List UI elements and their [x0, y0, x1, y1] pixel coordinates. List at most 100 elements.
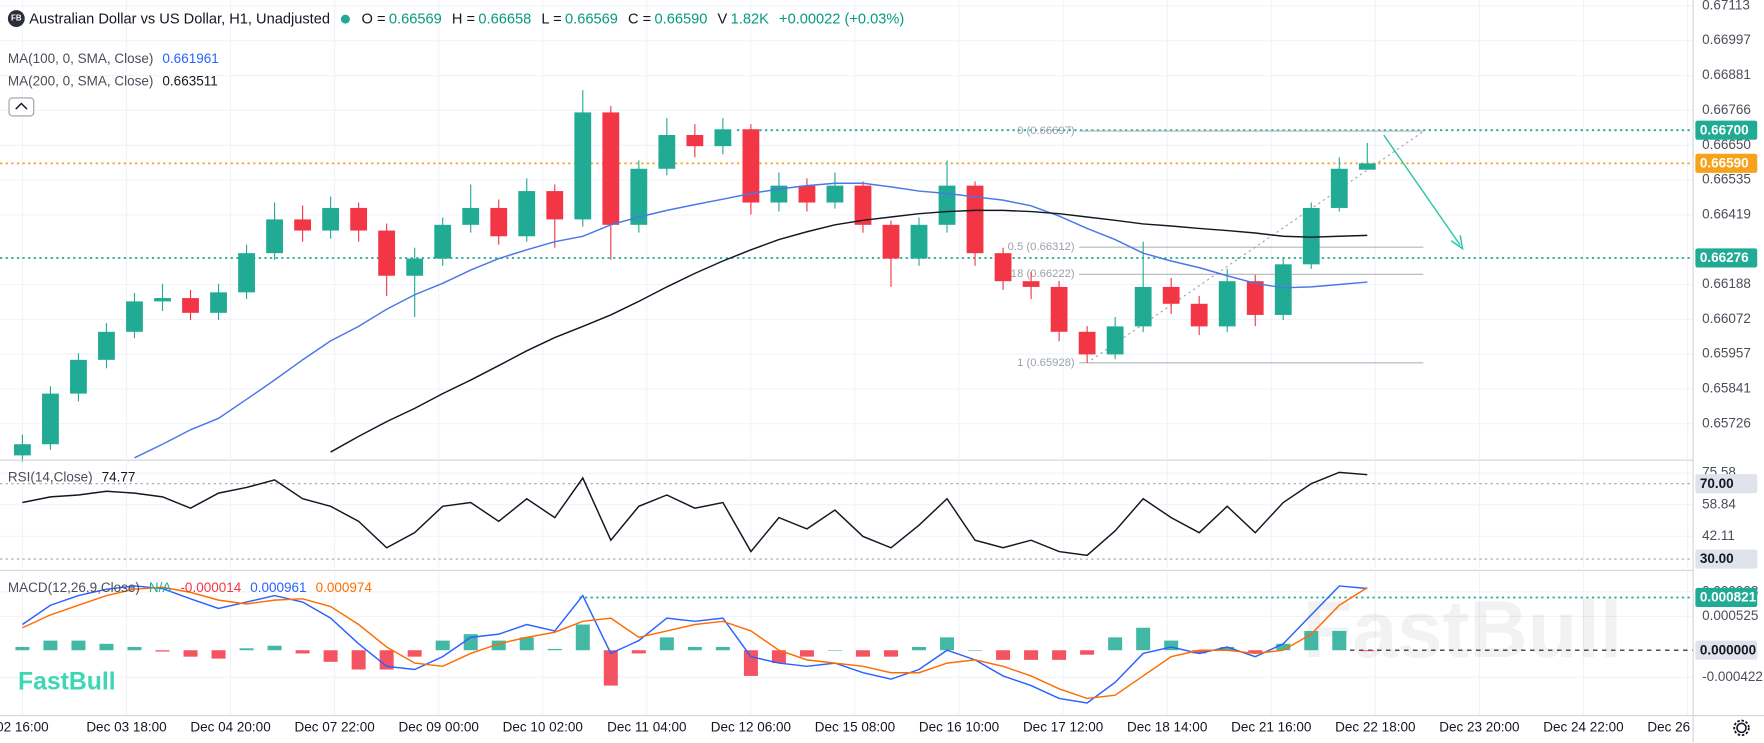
candle-body: [658, 135, 676, 169]
candle-body: [574, 112, 592, 220]
candle-body: [182, 298, 199, 313]
x-tick-label: Dec 10 02:00: [503, 719, 583, 734]
price-badge-label: 0.000000: [1700, 642, 1756, 657]
ohlc-key: V: [717, 10, 728, 27]
histogram-bar: [463, 634, 478, 651]
settings-icon-teeth: [1733, 719, 1750, 737]
legend-value: 0.663511: [162, 73, 218, 89]
candle-body: [602, 112, 620, 225]
y-tick-label: 0.66535: [1702, 171, 1751, 186]
histogram-bar: [407, 650, 422, 657]
ma200-legend: MA(200, 0, SMA, Close) 0.663511: [8, 73, 227, 89]
candle-body: [1218, 281, 1236, 327]
candle-body: [714, 129, 732, 147]
y-tick-label: 0.000525: [1702, 608, 1758, 623]
ohlc-key: C =: [627, 10, 652, 27]
histogram-bar: [631, 650, 646, 654]
legend-name: RSI(14,Close): [7, 469, 93, 485]
candle-body: [742, 129, 760, 203]
price-badge: [1695, 549, 1758, 569]
candle-body: [910, 224, 928, 259]
histogram-bar: [799, 650, 814, 657]
ohlc: O = 0.66569 H = 0.66658 L = 0.66569 C = 0.66590…: [362, 10, 780, 27]
candle-body: [266, 219, 283, 254]
arrow-head: [1450, 235, 1464, 251]
histogram-bar: [968, 650, 983, 651]
series-line: [21, 585, 1368, 704]
x-tick-label: Dec 11 04:00: [607, 719, 686, 734]
candle-body: [406, 258, 424, 276]
candle-body: [1246, 281, 1264, 315]
x-tick-label: 02 16:00: [0, 719, 49, 734]
y-tick-label: -0.000422: [1702, 669, 1763, 684]
watermark-logo: FastBull: [18, 668, 116, 695]
legend-value: 0.000961: [250, 579, 307, 596]
legend-value: 0.000974: [315, 579, 372, 596]
candle-body: [462, 207, 480, 225]
y-tick-label: 0.66766: [1702, 102, 1751, 117]
drawings: FastBull: [1090, 131, 1622, 675]
x-tick-label: Dec 22 18:00: [1335, 719, 1415, 734]
candle-body: [210, 292, 227, 313]
price-badge: [1695, 587, 1758, 608]
x-tick-label: Dec 04 20:00: [190, 719, 270, 734]
candle-body: [350, 207, 368, 231]
histogram-bar: [295, 650, 310, 654]
candle-body: [1302, 207, 1320, 265]
candle-body: [854, 185, 872, 225]
histogram-bar: [1080, 650, 1095, 655]
grid-layer: 0 (0.66697) 0.5 (0.66312) 0.618 (0.66222) 1…: [0, 0, 1694, 715]
histogram-bar: [435, 640, 450, 651]
candle-body: [1078, 331, 1096, 355]
histogram-bar: [1052, 650, 1067, 660]
candle-body: [882, 224, 900, 259]
x-tick-label: Dec 07 22:00: [294, 719, 374, 734]
fib-label: 0 (0.66697): [1017, 125, 1075, 137]
candle-body: [1162, 286, 1180, 304]
candle-body: [154, 298, 171, 302]
fib-label: 0.5 (0.66312): [1008, 241, 1075, 253]
y-tick-label: 0.65726: [1702, 415, 1751, 430]
candle-body: [238, 253, 255, 293]
collapse-button[interactable]: [8, 97, 35, 117]
price-badge: [1695, 248, 1758, 268]
candle-body: [434, 224, 452, 259]
y-tick-label: 42.11: [1702, 528, 1735, 543]
histogram-bar: [15, 647, 30, 651]
histogram-bar: [1332, 630, 1347, 651]
ohlc-value: 0.66658: [478, 10, 532, 27]
y-tick-label: 58.84: [1702, 496, 1736, 511]
x-tick-label: Dec 18 14:00: [1127, 719, 1207, 734]
histogram-bar: [71, 640, 86, 651]
price-badge-label: 30.00: [1700, 551, 1734, 566]
y-tick-label: 0.66997: [1702, 32, 1751, 47]
candle-body: [798, 185, 816, 203]
candle-body: [1190, 303, 1208, 327]
y-tick-label: 0.66650: [1702, 137, 1751, 152]
settings-icon[interactable]: [1736, 722, 1747, 734]
candle-body: [1134, 286, 1152, 327]
candle-body: [938, 185, 956, 225]
candle-body: [1022, 281, 1040, 287]
candle-body: [994, 253, 1012, 282]
candle-body: [70, 359, 87, 394]
y-tick-label: 0.66072: [1702, 311, 1751, 326]
ohlc-key: H =: [451, 10, 476, 27]
histogram-bar: [491, 640, 506, 651]
y-tick-label: 0.66188: [1702, 276, 1751, 291]
y-tick-label: 0.67113: [1702, 0, 1750, 12]
fib-label: 1 (0.65928): [1017, 357, 1075, 369]
price-badge: [1695, 153, 1758, 173]
histogram-bar: [127, 647, 142, 651]
candle-body: [1330, 168, 1348, 208]
legend-name: MA(200, 0, SMA, Close): [7, 73, 154, 89]
x-tick-label: Dec 03 18:00: [86, 719, 166, 734]
histogram-bar: [183, 650, 198, 657]
series-line: [330, 209, 1368, 453]
histogram-bar: [687, 647, 702, 651]
histogram-bar: [940, 637, 955, 651]
candle-body: [1358, 163, 1376, 170]
x-tick-label: Dec 09 00:00: [399, 719, 479, 734]
histogram-bar: [883, 650, 898, 657]
